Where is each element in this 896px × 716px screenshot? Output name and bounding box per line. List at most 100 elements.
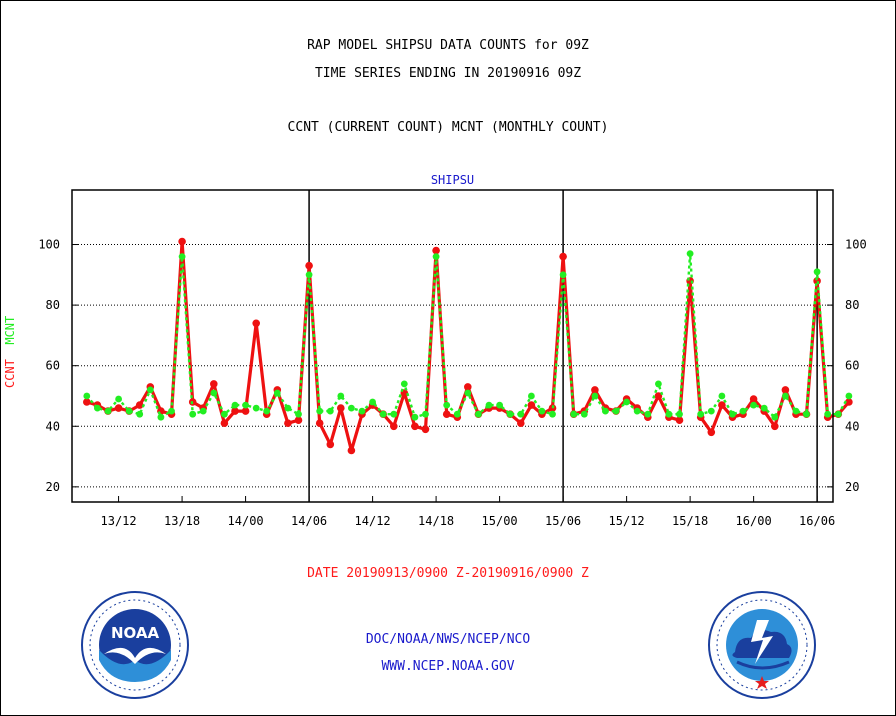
point-mcnt-18 — [273, 389, 281, 397]
point-ccnt-21 — [305, 261, 313, 270]
point-ccnt-63 — [749, 395, 758, 403]
title-line-2: TIME SERIES ENDING IN 20190916 09Z — [314, 66, 582, 81]
point-ccnt-24 — [337, 404, 345, 412]
point-mcnt-15 — [242, 401, 250, 409]
point-mcnt-42 — [528, 392, 535, 400]
point-mcnt-14 — [231, 401, 239, 409]
point-mcnt-53 — [644, 410, 652, 418]
point-mcnt-66 — [782, 392, 789, 400]
point-mcnt-72 — [845, 392, 853, 400]
x-tick-label-14-06: 14/06 — [291, 514, 327, 528]
point-mcnt-35 — [453, 410, 461, 418]
point-mcnt-32 — [422, 410, 429, 418]
point-ccnt-34 — [442, 410, 451, 419]
ylabel-ccnt: CCNT — [3, 359, 17, 388]
point-mcnt-47 — [580, 410, 588, 418]
point-mcnt-54 — [655, 380, 662, 388]
point-ccnt-65 — [771, 422, 779, 431]
ylabel-mcnt: MCNT — [3, 315, 17, 345]
point-mcnt-21 — [305, 271, 313, 279]
point-ccnt-25 — [347, 446, 356, 455]
y-tick-label-left-60: 60 — [46, 359, 60, 373]
point-mcnt-50 — [612, 407, 620, 415]
noaa-logo: NOAA — [81, 591, 189, 699]
x-tick-label-15-00: 15/00 — [482, 514, 518, 528]
point-mcnt-58 — [697, 410, 705, 418]
point-ccnt-20 — [294, 416, 303, 425]
x-tick-label-13-18: 13/18 — [164, 514, 200, 528]
point-mcnt-57 — [686, 250, 694, 257]
point-mcnt-51 — [623, 398, 630, 406]
point-mcnt-65 — [771, 413, 779, 421]
point-ccnt-54 — [654, 392, 663, 400]
point-mcnt-3 — [115, 395, 122, 403]
point-ccnt-41 — [517, 419, 525, 428]
y-tick-label-right-80: 80 — [845, 298, 859, 312]
x-tick-label-14-00: 14/00 — [228, 514, 264, 528]
point-mcnt-23 — [326, 407, 334, 415]
point-mcnt-31 — [411, 413, 419, 421]
y-tick-label-right-40: 40 — [845, 419, 859, 433]
date-range: DATE 20190913/0900 Z-20190916/0900 Z — [307, 566, 589, 581]
point-mcnt-7 — [157, 413, 165, 421]
nws-logo — [708, 591, 816, 699]
point-mcnt-39 — [496, 401, 503, 409]
title-line-1: RAP MODEL SHIPSU DATA COUNTS for 09Z — [307, 38, 589, 53]
y-tick-label-right-60: 60 — [845, 359, 859, 373]
point-mcnt-17 — [263, 407, 271, 415]
point-ccnt-36 — [464, 383, 472, 391]
x-tick-label-13-12: 13/12 — [101, 514, 137, 528]
point-ccnt-66 — [781, 386, 790, 394]
point-mcnt-70 — [824, 410, 832, 418]
point-mcnt-62 — [739, 407, 747, 415]
time-series-chart: SHIPSU 20 20 40 40 60 60 80 80 100 100 13/12 13/18 14… — [38, 173, 867, 528]
point-mcnt-20 — [295, 410, 302, 418]
point-ccnt-29 — [390, 422, 398, 431]
point-ccnt-42 — [527, 401, 536, 409]
y-tick-label-left-20: 20 — [46, 480, 60, 494]
point-mcnt-28 — [379, 410, 387, 418]
point-ccnt-0 — [83, 398, 91, 406]
point-mcnt-9 — [178, 253, 186, 260]
point-mcnt-44 — [549, 410, 556, 418]
point-mcnt-63 — [750, 401, 757, 409]
point-mcnt-25 — [348, 404, 355, 412]
point-mcnt-27 — [369, 398, 376, 406]
y-tick-label-right-100: 100 — [845, 238, 867, 252]
point-ccnt-9 — [178, 237, 186, 246]
point-mcnt-0 — [83, 392, 91, 400]
point-mcnt-33 — [432, 253, 440, 260]
x-tick-label-16-00: 16/00 — [736, 514, 772, 528]
point-ccnt-32 — [421, 425, 430, 434]
point-mcnt-34 — [443, 401, 451, 409]
point-mcnt-12 — [210, 389, 218, 397]
point-ccnt-14 — [231, 407, 239, 415]
point-ccnt-72 — [845, 398, 853, 406]
point-mcnt-46 — [570, 410, 578, 418]
point-ccnt-45 — [559, 252, 567, 261]
y-tick-label-right-20: 20 — [845, 480, 859, 494]
point-ccnt-22 — [315, 419, 324, 428]
point-ccnt-16 — [252, 319, 260, 328]
y-tick-label-left-40: 40 — [46, 419, 60, 433]
point-mcnt-1 — [94, 404, 101, 412]
point-mcnt-41 — [517, 410, 525, 418]
point-mcnt-38 — [485, 401, 493, 409]
point-mcnt-5 — [136, 410, 144, 418]
point-mcnt-64 — [760, 404, 768, 412]
point-ccnt-19 — [284, 419, 292, 428]
point-ccnt-13 — [220, 419, 229, 428]
point-mcnt-37 — [475, 410, 482, 418]
point-mcnt-26 — [358, 407, 366, 415]
point-mcnt-68 — [803, 410, 810, 418]
point-mcnt-40 — [506, 410, 514, 418]
point-mcnt-10 — [189, 410, 197, 418]
website-link[interactable]: WWW.NCEP.NOAA.GOV — [381, 659, 515, 674]
point-mcnt-49 — [602, 407, 609, 415]
x-tick-label-14-18: 14/18 — [418, 514, 454, 528]
point-mcnt-56 — [676, 410, 683, 418]
point-mcnt-4 — [125, 407, 133, 415]
point-mcnt-69 — [813, 268, 821, 276]
point-mcnt-8 — [168, 407, 175, 415]
